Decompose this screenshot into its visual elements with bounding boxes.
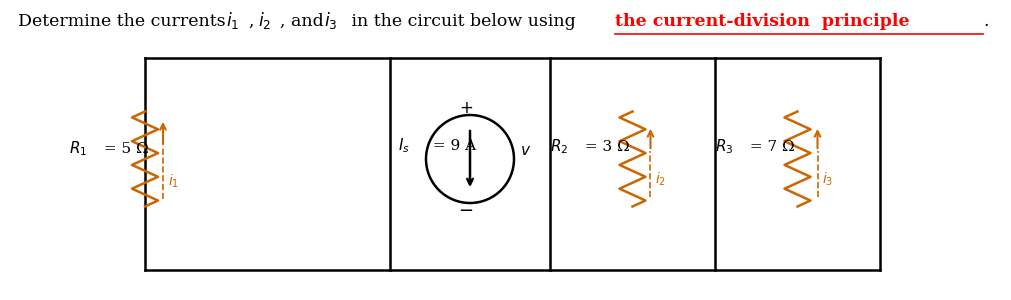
Text: $i_2$: $i_2$	[655, 170, 666, 188]
Text: +: +	[459, 99, 472, 117]
Text: in the circuit below using: in the circuit below using	[346, 13, 580, 30]
Text: $I_s$: $I_s$	[397, 137, 409, 155]
Text: = 9 A: = 9 A	[428, 139, 475, 153]
Text: $R_1$: $R_1$	[69, 140, 87, 158]
Text: ,: ,	[248, 13, 253, 30]
Text: $i_3$: $i_3$	[822, 170, 833, 188]
Text: $R_2$: $R_2$	[550, 138, 568, 156]
Text: −: −	[458, 202, 473, 220]
Text: = 7 Ω: = 7 Ω	[745, 140, 795, 154]
Text: $v$: $v$	[520, 144, 531, 158]
Text: Determine the currents: Determine the currents	[18, 13, 231, 30]
Text: $R_3$: $R_3$	[715, 138, 733, 156]
Text: , and: , and	[280, 13, 329, 30]
Text: the current-division  principle: the current-division principle	[615, 13, 909, 30]
Text: $i_2$: $i_2$	[258, 10, 271, 31]
Text: $i_3$: $i_3$	[324, 10, 338, 31]
Text: = 3 Ω: = 3 Ω	[580, 140, 630, 154]
Text: = 5 Ω: = 5 Ω	[99, 142, 149, 156]
Text: .: .	[982, 13, 988, 30]
Text: $i_1$: $i_1$	[168, 172, 179, 190]
Text: $i_1$: $i_1$	[225, 10, 240, 31]
